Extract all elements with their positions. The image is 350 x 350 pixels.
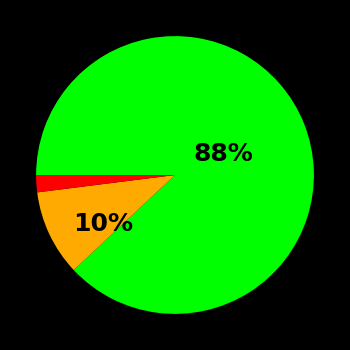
- Wedge shape: [37, 175, 175, 270]
- Text: 10%: 10%: [73, 212, 133, 236]
- Wedge shape: [36, 36, 314, 314]
- Text: 88%: 88%: [194, 142, 253, 166]
- Wedge shape: [36, 175, 175, 192]
